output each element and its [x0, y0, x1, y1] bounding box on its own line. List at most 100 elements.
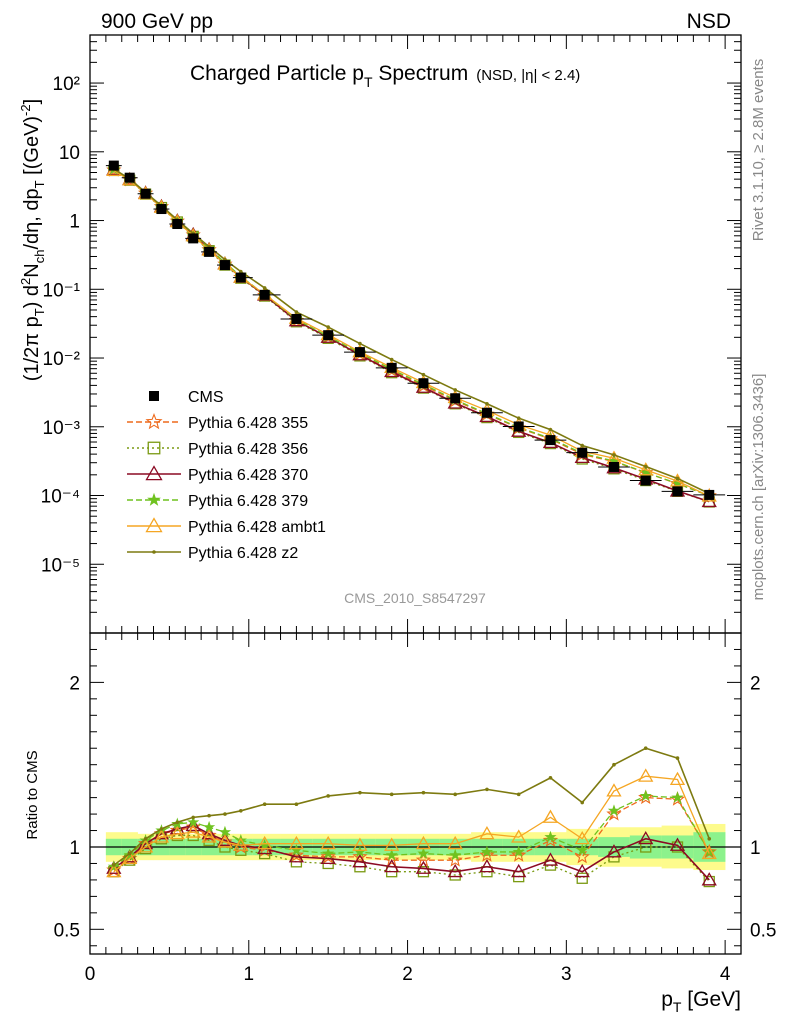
legend-marker-p370 [145, 465, 163, 481]
ratio-point-p370 [701, 872, 717, 886]
ratio-point-ambt1 [122, 850, 138, 865]
data-point [219, 260, 230, 271]
ratio-point-p370 [574, 863, 590, 878]
ratio-point-p379 [385, 848, 398, 861]
ratio-point-ambt1 [511, 829, 527, 843]
ratio-tick-label: 1 [69, 838, 80, 859]
ratio-frame [89, 632, 742, 955]
legend-label-p379: Pythia 6.428 379 [188, 493, 308, 510]
data-point [323, 330, 334, 341]
series-point-z2 [453, 388, 457, 392]
ratio-point-ambt1 [233, 837, 249, 851]
legend-label-p356: Pythia 6.428 356 [188, 441, 308, 458]
ratio-point-ambt1 [257, 835, 273, 850]
data-point [108, 160, 119, 171]
ratio-point-p355 [511, 847, 527, 862]
data-point [704, 489, 715, 500]
data-point [481, 407, 492, 418]
data-point [513, 421, 524, 432]
ratio-point-ambt1 [217, 834, 233, 848]
ratio-point-ambt1 [201, 829, 217, 843]
data-point [640, 475, 651, 486]
ratio-point-z2 [580, 800, 585, 805]
ratio-point-ambt1 [153, 829, 170, 843]
ratio-point-p370 [638, 830, 654, 845]
data-point [418, 378, 429, 389]
y-tick-label: 10⁻⁵ [41, 555, 80, 576]
ratio-point-ambt1 [479, 826, 495, 840]
ratio-point-p370 [669, 837, 686, 851]
ratio-point-ambt1 [320, 835, 336, 850]
legend: CMS Pythia 6.428 355 Pythia 6.428 356 Pythi… [127, 389, 326, 562]
ratio-point-p370 [106, 860, 122, 874]
data-point [450, 393, 461, 404]
data-point [235, 272, 246, 283]
ratio-point-p370 [201, 826, 217, 840]
ratio-point-z2 [239, 808, 243, 813]
ratio-line-z2 [113, 747, 710, 866]
ratio-point-z2 [358, 790, 362, 795]
series-point-z2 [580, 443, 585, 448]
y-tick-label: 10⁻¹ [43, 280, 81, 301]
ratio-point-ambt1 [106, 863, 122, 878]
y-axis-label: (1/2π pT) d2Nch/dη, dpT [(GeV)-2] [18, 99, 47, 381]
ratio-point-p379 [480, 845, 494, 858]
chart-title: Charged Particle pT Spectrum (NSD, |η| < … [190, 62, 580, 90]
ratio-point-z2 [127, 851, 132, 856]
ratio-point-z2 [643, 746, 648, 751]
legend-marker-p379 [147, 492, 161, 506]
ratio-point-ambt1 [638, 768, 654, 782]
ratio-line-ambt1 [113, 775, 710, 873]
ratio-point-p370 [352, 854, 368, 868]
ratio-point-z2 [485, 787, 489, 792]
data-point [577, 447, 588, 458]
data-point [124, 172, 135, 183]
ratio-point-ambt1 [574, 830, 590, 845]
data-point [608, 461, 619, 472]
ratio-point-z2 [159, 827, 164, 831]
series-point-z2 [389, 357, 394, 362]
series-point-z2 [326, 325, 330, 329]
legend-marker-ambt1 [145, 517, 163, 533]
y-tick-label: 10⁻³ [43, 418, 81, 439]
data-point [188, 233, 199, 244]
legend-marker-z2 [152, 550, 156, 554]
ratio-tick-label-right: 1 [750, 838, 761, 859]
ratio-point-p355 [701, 843, 717, 859]
ratio-point-z2 [112, 863, 116, 867]
ratio-panel: 0 1 2 3 4 0.5 0.5 1 1 2 2 Ratio to CMS [24, 632, 776, 985]
ratio-point-p379 [417, 847, 430, 859]
ratio-point-p370 [606, 844, 622, 858]
legend-marker-p355 [145, 412, 163, 430]
ratio-point-z2 [707, 836, 712, 841]
ratio-tick-label: 0.5 [54, 920, 80, 941]
ratio-tick-label-right: 0.5 [750, 920, 776, 941]
event-type-label: NSD [687, 10, 731, 33]
ratio-point-p355 [574, 848, 590, 864]
ratio-point-ambt1 [169, 826, 185, 840]
data-point [291, 313, 302, 324]
series-point-z2 [548, 427, 553, 432]
analysis-id: CMS_2010_S8547297 [344, 590, 486, 606]
legend-label-z2: Pythia 6.428 z2 [188, 545, 298, 562]
ratio-point-ambt1 [137, 839, 154, 853]
x-tick-label: 3 [561, 964, 572, 985]
ratio-point-p379 [576, 843, 589, 856]
ratio-point-p370 [217, 832, 233, 846]
ratio-point-p379 [449, 848, 462, 861]
ratio-point-p379 [512, 845, 525, 858]
x-tick-label: 4 [720, 964, 731, 985]
ratio-point-p355 [479, 847, 495, 862]
series-point-z2 [421, 372, 426, 377]
data-point [386, 362, 397, 373]
ratio-point-z2 [548, 776, 553, 780]
series-point-z2 [612, 453, 616, 457]
series-point-z2 [485, 401, 489, 406]
series-point-ambt1 [638, 462, 654, 476]
data-point [204, 246, 215, 257]
series-point-z2 [294, 310, 299, 314]
ratio-point-ambt1 [288, 835, 305, 850]
ratio-point-ambt1 [701, 845, 717, 860]
y-tick-label: 10⁻⁴ [41, 487, 80, 508]
